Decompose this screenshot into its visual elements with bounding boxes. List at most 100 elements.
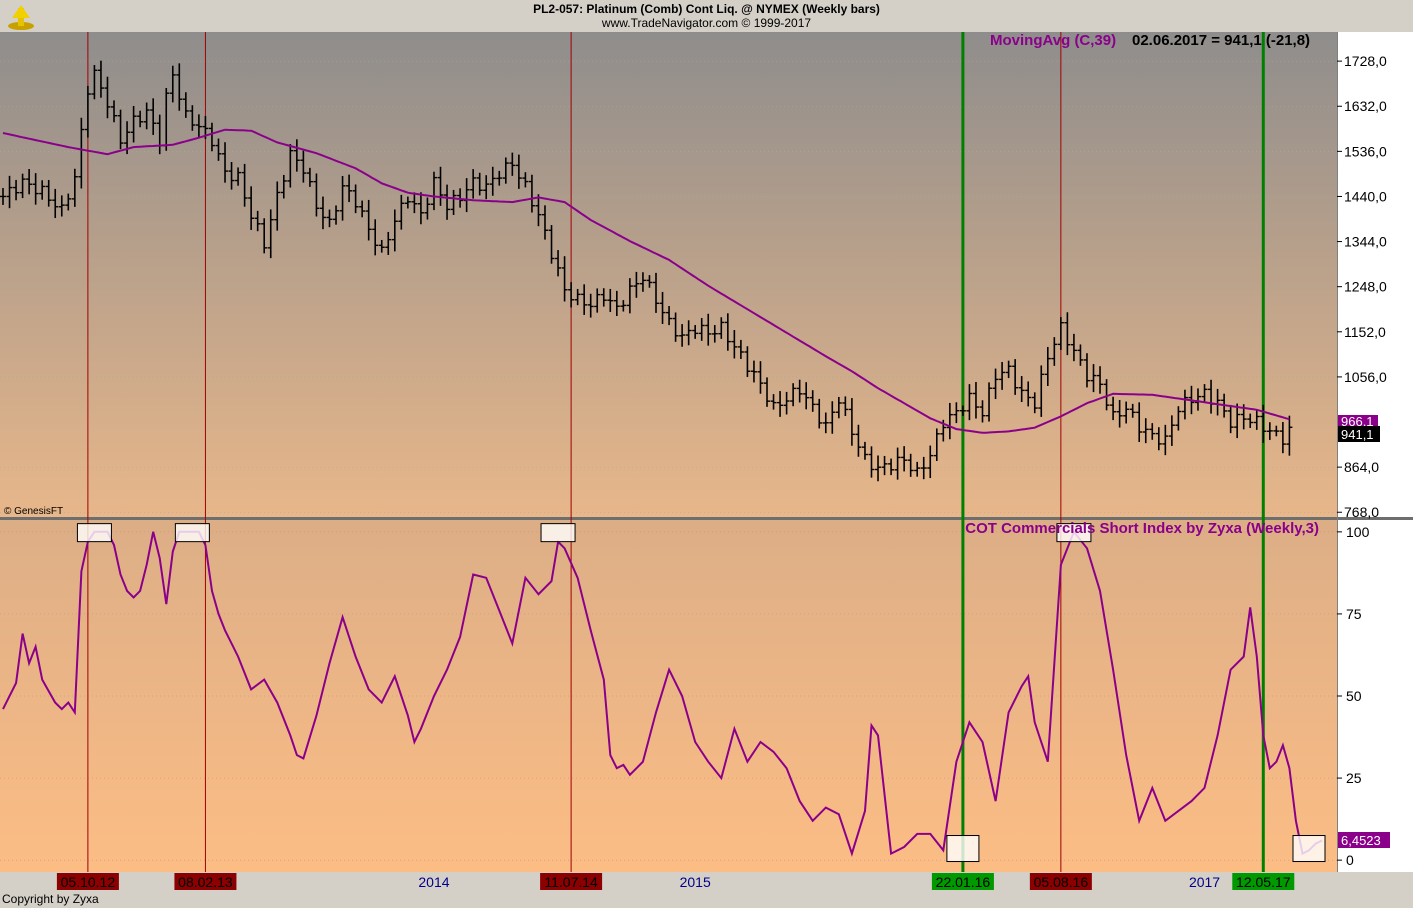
price-bar [920, 456, 927, 480]
svg-text:11.07.14: 11.07.14 [544, 874, 598, 890]
price-bar [574, 288, 581, 306]
indicator-tick-label: 75 [1346, 606, 1362, 622]
price-bar [1136, 402, 1143, 443]
price-bar [1194, 388, 1201, 411]
price-bar [1057, 317, 1064, 350]
price-bar [522, 172, 529, 188]
indicator-tick-label: 25 [1346, 770, 1362, 786]
signal-box-high [1056, 523, 1092, 543]
indicator-axis-background [1337, 520, 1413, 872]
price-bar [430, 171, 437, 211]
price-bar [287, 144, 294, 188]
watermark-label: © GenesisFT [4, 506, 63, 517]
price-bar [248, 186, 255, 230]
price-bar [1116, 399, 1123, 428]
price-bar [626, 278, 633, 314]
price-bar [1038, 365, 1045, 417]
signal-box-high [76, 523, 112, 543]
price-tick-label: 1728,0 [1344, 53, 1387, 69]
price-bar [1273, 425, 1280, 437]
price-tick-label: 1632,0 [1344, 98, 1387, 114]
price-bar [1129, 403, 1136, 418]
price-bar [1162, 424, 1169, 456]
price-bar [326, 209, 333, 228]
price-tick-label: 864,0 [1344, 459, 1379, 475]
price-bar [796, 379, 803, 403]
price-bar [450, 189, 457, 215]
last-price-badge [1338, 426, 1380, 442]
price-bar [1286, 415, 1293, 456]
price-bar [809, 390, 816, 412]
price-tick-label: 1152,0 [1344, 324, 1386, 340]
price-bar [222, 142, 229, 183]
indicator-tick-label: 0 [1346, 852, 1354, 868]
price-bar [424, 197, 431, 220]
price-bar [901, 446, 908, 472]
price-bar [241, 163, 248, 207]
price-bar [45, 180, 52, 207]
price-bar [208, 122, 215, 152]
copyright-label: Copyright by Zyxa [2, 892, 99, 906]
price-bar [888, 458, 895, 476]
ma-legend-label: MovingAvg (C,39) [990, 32, 1116, 49]
price-bar [1142, 418, 1149, 444]
price-bar [58, 195, 65, 217]
moving-average-series [2, 128, 1290, 434]
price-bar [130, 105, 137, 143]
price-tick-label: 768,0 [1344, 504, 1379, 520]
time-axis-label: 08.02.13 [174, 873, 237, 890]
price-bar [385, 231, 392, 255]
price-bar [215, 138, 222, 161]
price-bar [933, 428, 940, 462]
price-bar [444, 184, 451, 220]
price-bar [39, 180, 46, 200]
svg-text:05.08.16: 05.08.16 [1034, 874, 1089, 890]
price-bar [953, 402, 960, 424]
cot-last-value-label: 6,4523 [1341, 833, 1381, 848]
price-bar [97, 60, 104, 98]
price-bar [84, 85, 91, 138]
price-bar [541, 205, 548, 240]
price-bar [143, 102, 150, 130]
price-bar [1090, 364, 1097, 393]
price-bar [1234, 403, 1241, 439]
price-bar [13, 179, 20, 201]
price-bar [280, 174, 287, 199]
price-bar [359, 200, 366, 218]
price-bar [666, 306, 673, 326]
price-bar [711, 325, 718, 343]
price-bar [724, 313, 731, 351]
time-axis-label: 05.10.12 [56, 873, 119, 890]
price-bar [195, 114, 202, 138]
price-bar [842, 396, 849, 416]
price-bar [365, 199, 372, 241]
price-bar [757, 361, 764, 394]
price-bar [339, 175, 346, 221]
price-bar [313, 173, 320, 217]
price-bar [698, 318, 705, 341]
price-bar [894, 447, 901, 480]
price-bar [19, 173, 26, 199]
price-bar [457, 188, 464, 208]
price-bar [1064, 312, 1071, 356]
price-bar [1175, 406, 1182, 431]
price-bar [32, 173, 39, 205]
svg-text:22.01.16: 22.01.16 [936, 874, 991, 890]
price-bar [104, 76, 111, 119]
price-bar [744, 346, 751, 377]
svg-text:2017: 2017 [1189, 874, 1220, 890]
indicator-axis-ticks: 100 75 50 25 0 [1337, 524, 1370, 868]
price-bars [0, 60, 1293, 482]
price-bar [986, 382, 993, 422]
price-bar [470, 169, 477, 199]
price-bar [489, 166, 496, 196]
price-bar [333, 205, 340, 225]
price-bar [267, 209, 274, 259]
price-bar [1070, 333, 1077, 362]
price-bar [1253, 409, 1260, 430]
price-bar [150, 98, 157, 135]
price-bar [816, 398, 823, 429]
cot-index-line [2, 529, 1323, 857]
